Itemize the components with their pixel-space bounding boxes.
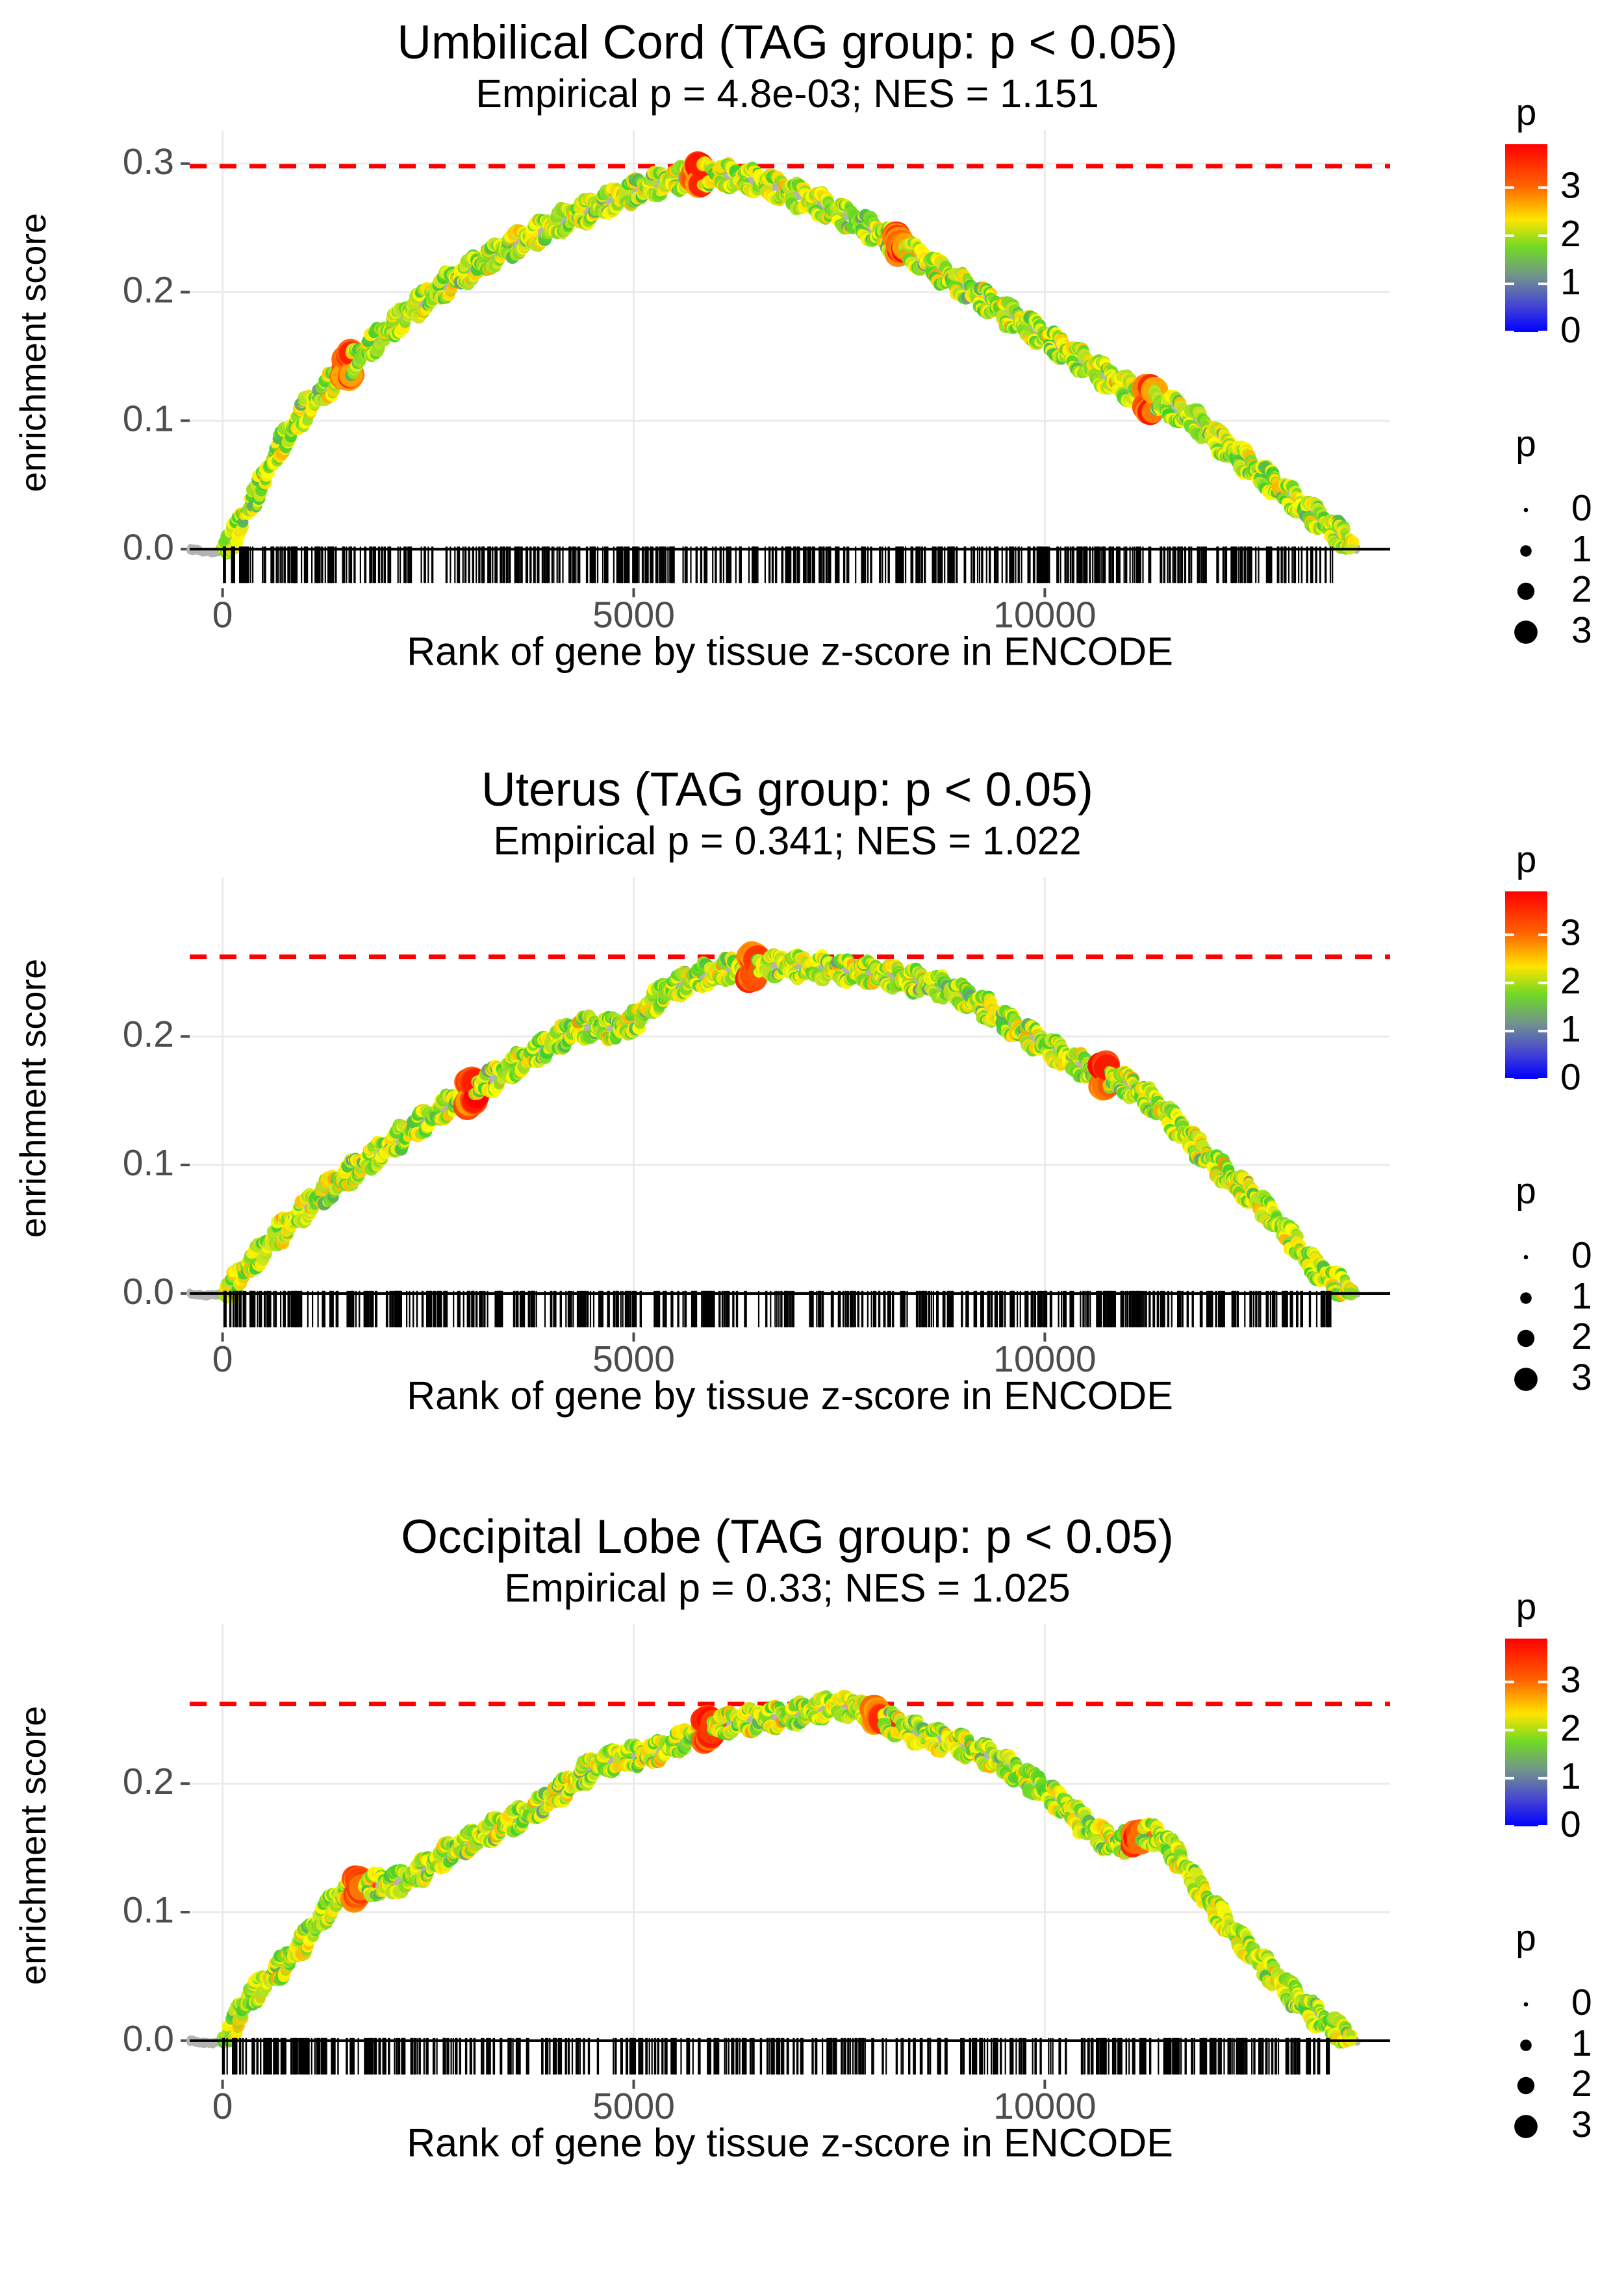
svg-text:2: 2 — [1560, 213, 1581, 255]
svg-text:0.2: 0.2 — [123, 270, 174, 311]
svg-text:1: 1 — [1571, 528, 1592, 570]
svg-text:0.1: 0.1 — [123, 398, 174, 439]
svg-text:0.2: 0.2 — [123, 1014, 174, 1055]
svg-text:Rank of gene by tissue z-score: Rank of gene by tissue z-score in ENCODE — [407, 629, 1173, 673]
svg-text:0: 0 — [212, 1338, 233, 1380]
svg-text:Empirical p = 0.341; NES = 1.0: Empirical p = 0.341; NES = 1.022 — [493, 819, 1081, 863]
svg-text:0: 0 — [212, 594, 233, 635]
svg-text:enrichment score: enrichment score — [12, 959, 53, 1238]
svg-text:enrichment score: enrichment score — [12, 213, 53, 492]
svg-text:2: 2 — [1571, 568, 1592, 610]
svg-text:0: 0 — [1571, 487, 1592, 529]
svg-text:Umbilical Cord (TAG group: p <: Umbilical Cord (TAG group: p < 0.05) — [397, 16, 1178, 69]
svg-text:p: p — [1516, 423, 1536, 465]
svg-text:1: 1 — [1560, 261, 1581, 303]
svg-text:0: 0 — [1560, 309, 1581, 351]
svg-text:Uterus (TAG group: p < 0.05): Uterus (TAG group: p < 0.05) — [481, 763, 1093, 816]
svg-text:Rank of gene by tissue z-score: Rank of gene by tissue z-score in ENCODE — [407, 1373, 1173, 1418]
svg-text:0.3: 0.3 — [123, 141, 174, 183]
svg-text:Empirical p = 4.8e-03; NES = 1: Empirical p = 4.8e-03; NES = 1.151 — [476, 71, 1099, 116]
svg-text:3: 3 — [1571, 609, 1592, 651]
svg-text:0.1: 0.1 — [123, 1142, 174, 1184]
svg-text:3: 3 — [1560, 165, 1581, 207]
svg-text:p: p — [1516, 92, 1537, 133]
svg-text:0.0: 0.0 — [123, 526, 174, 568]
svg-text:0.0: 0.0 — [123, 1271, 174, 1312]
